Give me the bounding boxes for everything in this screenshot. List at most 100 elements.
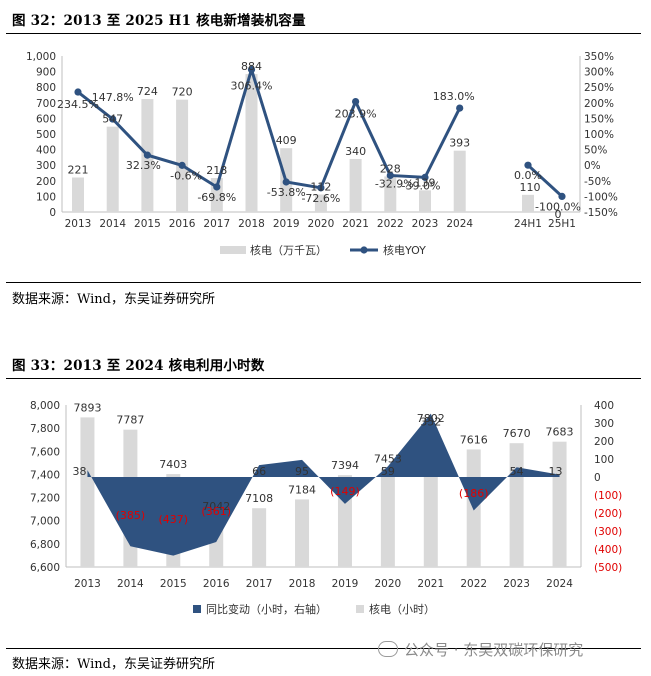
x-tick-label: 2018 bbox=[289, 578, 316, 590]
capacity-value-label: 720 bbox=[172, 86, 193, 99]
hours-value-label: 7670 bbox=[503, 427, 531, 440]
legend-swatch-yoy-change bbox=[193, 605, 201, 613]
capacity-value-label: 218 bbox=[206, 164, 227, 177]
x-tick-label: 2023 bbox=[503, 578, 530, 590]
capacity-bar bbox=[106, 126, 119, 212]
legend-label-yoy: 核电YOY bbox=[383, 243, 426, 257]
capacity-value-label: 221 bbox=[68, 164, 89, 177]
y-right-tick-label: 100 bbox=[594, 454, 614, 466]
yoy-value-label: 306.4% bbox=[231, 80, 273, 93]
y-left-tick-label: 500 bbox=[36, 129, 56, 141]
capacity-value-label: 228 bbox=[380, 162, 401, 175]
y-right-tick-label: 300 bbox=[594, 418, 614, 430]
yoy-point bbox=[109, 115, 117, 123]
yoy-change-value-label: 95 bbox=[295, 465, 309, 478]
capacity-bar bbox=[245, 74, 258, 212]
x-tick-label: 2015 bbox=[160, 578, 187, 590]
y-left-tick-label: 7,000 bbox=[30, 516, 60, 528]
hours-bar bbox=[295, 499, 310, 567]
y-left-tick-label: 400 bbox=[36, 145, 56, 157]
x-tick-label: 2017 bbox=[203, 218, 230, 230]
y-right-tick-label: 300% bbox=[584, 67, 614, 79]
x-tick-label: 2019 bbox=[332, 578, 359, 590]
yoy-point bbox=[421, 173, 429, 181]
hours-value-label: 7108 bbox=[245, 492, 273, 505]
y-right-tick-label: -150% bbox=[584, 207, 618, 219]
yoy-change-value-label: 38 bbox=[72, 465, 86, 478]
x-tick-label: 2023 bbox=[412, 218, 439, 230]
x-tick-label: 2013 bbox=[65, 218, 92, 230]
yoy-point bbox=[524, 161, 532, 169]
yoy-point bbox=[317, 184, 325, 192]
yoy-line-h1 bbox=[526, 164, 564, 198]
capacity-value-label: 547 bbox=[102, 113, 123, 126]
capacity-bar bbox=[72, 177, 84, 212]
yoy-change-value-label: (149) bbox=[330, 485, 360, 498]
x-tick-label: 2024 bbox=[546, 578, 573, 590]
y-left-tick-label: 7,400 bbox=[30, 469, 60, 481]
y-left-tick-label: 6,600 bbox=[30, 562, 60, 574]
figure2-bottom-rule bbox=[6, 648, 641, 649]
yoy-value-label: -39.0% bbox=[402, 179, 441, 192]
hours-value-label: 7893 bbox=[73, 401, 101, 414]
x-tick-label: 2016 bbox=[203, 578, 230, 590]
y-left-tick-label: 8,000 bbox=[30, 400, 60, 412]
y-right-tick-label: 100% bbox=[584, 129, 614, 141]
yoy-line-main bbox=[77, 64, 462, 190]
y-left-tick-label: 0 bbox=[49, 207, 56, 219]
capacity-bar bbox=[314, 194, 327, 212]
y-right-tick-label: 150% bbox=[584, 113, 614, 125]
y-left-tick-label: 100 bbox=[36, 191, 56, 203]
utilization-hours-chart: 6,600 6,800 7,000 7,200 7,400 7,600 7,800 8,000… bbox=[30, 400, 622, 616]
y-right-tick-label: 350% bbox=[584, 51, 614, 63]
y-right-tick-label: -100% bbox=[584, 191, 618, 203]
yoy-value-label: -69.8% bbox=[197, 191, 236, 204]
yoy-point bbox=[213, 183, 221, 191]
yoy-value-label: 0.0% bbox=[514, 169, 542, 182]
hours-value-label: 7616 bbox=[460, 433, 488, 446]
y-right-tick-label: (100) bbox=[594, 490, 622, 502]
hours-bar bbox=[509, 443, 524, 567]
yoy-point bbox=[386, 171, 394, 180]
yoy-point bbox=[558, 192, 566, 200]
figure2-source: 数据来源：Wind，东吴证券研究所 bbox=[12, 657, 215, 672]
yoy-point bbox=[247, 66, 256, 74]
capacity-value-label: 110 bbox=[520, 181, 541, 194]
y-right-tick-label: (200) bbox=[594, 508, 622, 520]
yoy-value-label: 203.9% bbox=[335, 108, 377, 121]
capacity-bar bbox=[384, 176, 397, 212]
x-tick-label: 2015 bbox=[134, 218, 161, 230]
yoy-point bbox=[143, 151, 151, 159]
yoy-change-value-label: 54 bbox=[510, 465, 524, 478]
capacity-bar bbox=[522, 194, 534, 212]
y-left-tick-label: 1,000 bbox=[26, 51, 56, 63]
yoy-change-value-label: 66 bbox=[252, 465, 266, 478]
capacity-value-label: 884 bbox=[241, 60, 262, 73]
yoy-change-area bbox=[87, 413, 560, 556]
y-right-tick-label: 0 bbox=[594, 472, 601, 484]
yoy-change-value-label: (437) bbox=[158, 513, 188, 526]
y-left-tick-label: 800 bbox=[36, 82, 56, 94]
hours-value-label: 7453 bbox=[374, 452, 402, 465]
figure2-top-rule bbox=[6, 378, 641, 379]
watermark-text: 公众号 · 东吴双碳环保研究 bbox=[404, 641, 584, 659]
x-tick-label: 25H1 bbox=[548, 218, 576, 230]
yoy-value-label: 32.3% bbox=[126, 159, 161, 172]
yoy-point bbox=[352, 97, 360, 106]
yoy-value-label: -72.6% bbox=[301, 192, 340, 205]
capacity-value-label: 139 bbox=[415, 176, 436, 189]
y-right-tick-label: 200 bbox=[594, 436, 614, 448]
y-left-tick-label: 7,600 bbox=[30, 446, 60, 458]
figure1-title: 图 32：2013 至 2025 H1 核电新增装机容量 bbox=[12, 13, 306, 29]
yoy-change-value-label: (385) bbox=[116, 509, 146, 522]
capacity-value-label: 393 bbox=[449, 137, 470, 150]
y-right-tick-label: 200% bbox=[584, 98, 614, 110]
x-tick-label: 2013 bbox=[74, 578, 101, 590]
figure1-top-rule bbox=[6, 33, 641, 34]
capacity-bar bbox=[453, 150, 466, 212]
yoy-change-value-label: (186) bbox=[459, 487, 489, 500]
hours-value-label: 7394 bbox=[331, 459, 359, 472]
y-left-tick-label: 300 bbox=[36, 160, 56, 172]
x-tick-label: 24H1 bbox=[514, 218, 542, 230]
x-tick-label: 2014 bbox=[117, 578, 144, 590]
